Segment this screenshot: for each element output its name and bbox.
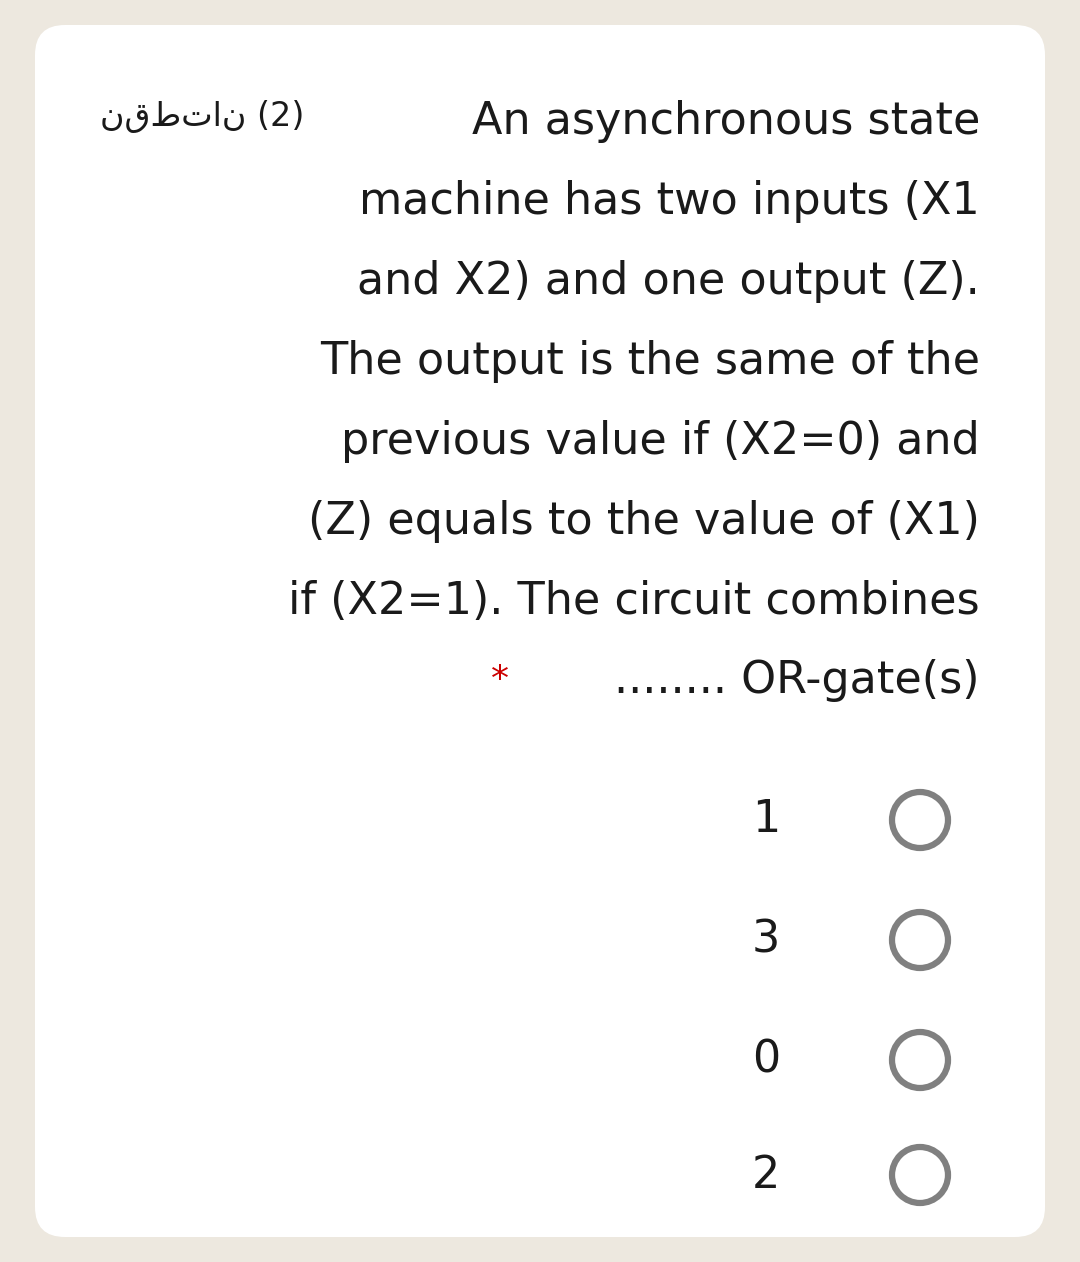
Text: 2: 2 — [752, 1153, 780, 1196]
Text: 1: 1 — [752, 799, 780, 842]
Text: if (X2=1). The circuit combines: if (X2=1). The circuit combines — [288, 581, 980, 623]
Text: The output is the same of the: The output is the same of the — [320, 339, 980, 382]
Text: 3: 3 — [752, 919, 780, 962]
Text: An asynchronous state: An asynchronous state — [472, 100, 980, 143]
Text: (Z) equals to the value of (X1): (Z) equals to the value of (X1) — [308, 500, 980, 543]
Circle shape — [892, 1032, 948, 1088]
Text: and X2) and one output (Z).: and X2) and one output (Z). — [357, 260, 980, 303]
FancyBboxPatch shape — [35, 25, 1045, 1237]
Text: ........ OR-gate(s): ........ OR-gate(s) — [615, 659, 980, 702]
Circle shape — [892, 912, 948, 968]
Circle shape — [892, 1147, 948, 1203]
Circle shape — [892, 793, 948, 848]
Text: *: * — [491, 663, 509, 697]
Text: 0: 0 — [752, 1039, 780, 1082]
Text: machine has two inputs (X1: machine has two inputs (X1 — [360, 180, 980, 223]
Text: previous value if (X2=0) and: previous value if (X2=0) and — [341, 420, 980, 463]
Text: نقطتان (2): نقطتان (2) — [100, 100, 305, 133]
